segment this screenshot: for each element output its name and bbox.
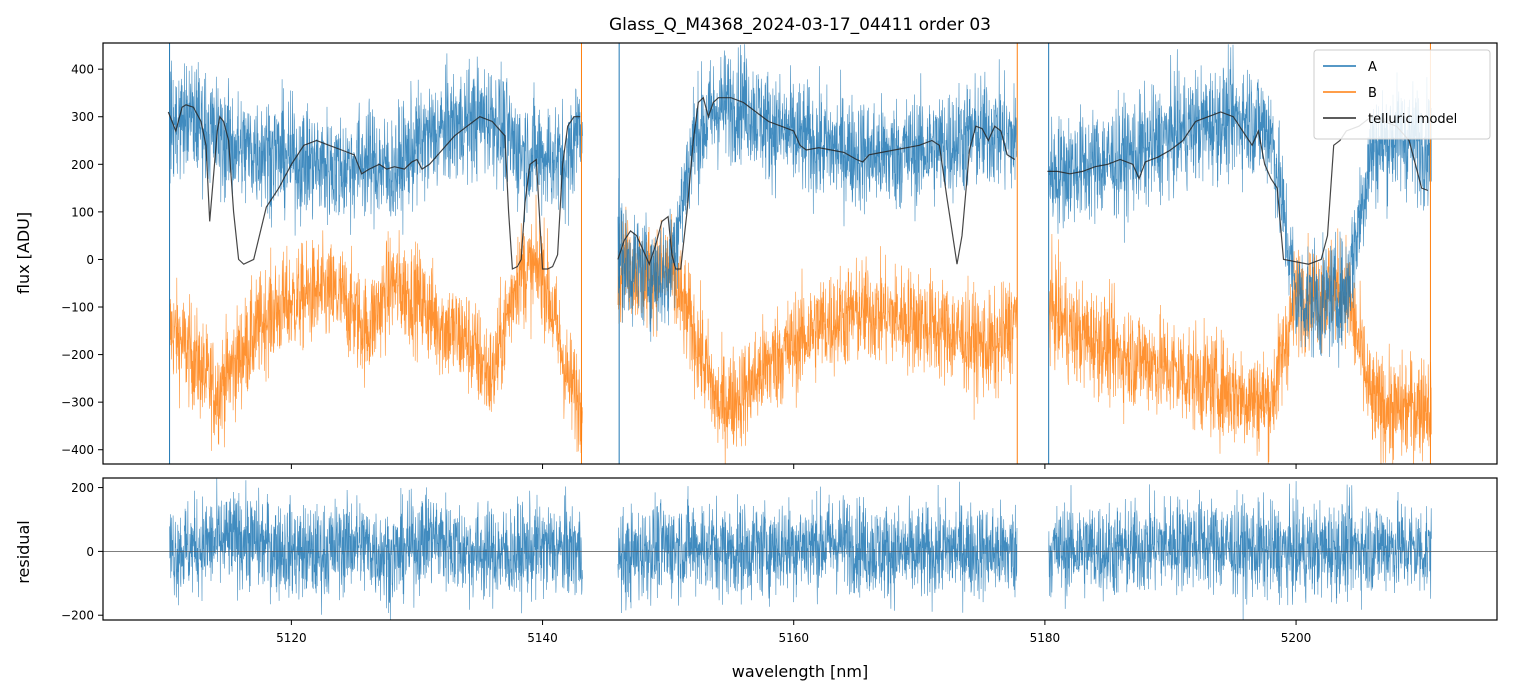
residual-x-ticks: 5120 5140 5160 5180 5200 (276, 620, 1311, 645)
residual-y-axis-label: residual (14, 520, 33, 583)
residual-y-tick-label: 200 (71, 481, 94, 495)
series-b-line (169, 194, 1432, 464)
x-tick-label: 5140 (527, 631, 558, 645)
main-plot-area (167, 43, 1432, 464)
x-tick-label: 5200 (1281, 631, 1312, 645)
main-y-axis-label: flux [ADU] (14, 212, 33, 294)
legend-box (1313, 49, 1491, 140)
main-y-tick-label: 400 (71, 63, 94, 77)
main-y-tick-label: −400 (61, 443, 94, 457)
legend-label-a: A (1368, 60, 1377, 75)
main-y-tick-label: −300 (61, 396, 94, 410)
residual-panel-frame (102, 477, 1498, 621)
main-panel: 400 300 200 100 0 −100 −200 −300 −400 flux [ADU]… (14, 42, 1498, 469)
residual-panel: 200 0 −200 5120 5140 5160 5180 5200 residual w… (14, 477, 1498, 681)
x-tick-label: 5180 (1030, 631, 1061, 645)
x-tick-label: 5160 (778, 631, 809, 645)
main-y-tick-label: −100 (61, 301, 94, 315)
main-y-tick-label: 200 (71, 158, 94, 172)
residual-y-tick-label: −200 (61, 609, 94, 623)
series-a-line (169, 44, 1432, 368)
legend-label-b: B (1368, 86, 1377, 101)
main-y-tick-label: 100 (71, 205, 94, 219)
x-axis-label: wavelength [nm] (732, 662, 869, 681)
residual-y-ticks: 200 0 −200 (61, 481, 103, 623)
residual-line (169, 478, 1432, 620)
chart-title: Glass_Q_M4368_2024-03-17_04411 order 03 (609, 15, 991, 35)
x-tick-label: 5120 (276, 631, 307, 645)
main-panel-frame (102, 42, 1498, 465)
main-y-tick-label: −200 (61, 348, 94, 362)
legend-label-telluric: telluric model (1368, 112, 1457, 127)
legend: A B telluric model (1313, 49, 1491, 140)
residual-y-tick-label: 0 (86, 545, 94, 559)
main-y-ticks: 400 300 200 100 0 −100 −200 −300 −400 (61, 63, 103, 457)
residual-plot-area (103, 478, 1497, 620)
main-y-tick-label: 0 (86, 253, 94, 267)
main-x-ticks (290, 464, 1297, 469)
main-y-tick-label: 300 (71, 110, 94, 124)
